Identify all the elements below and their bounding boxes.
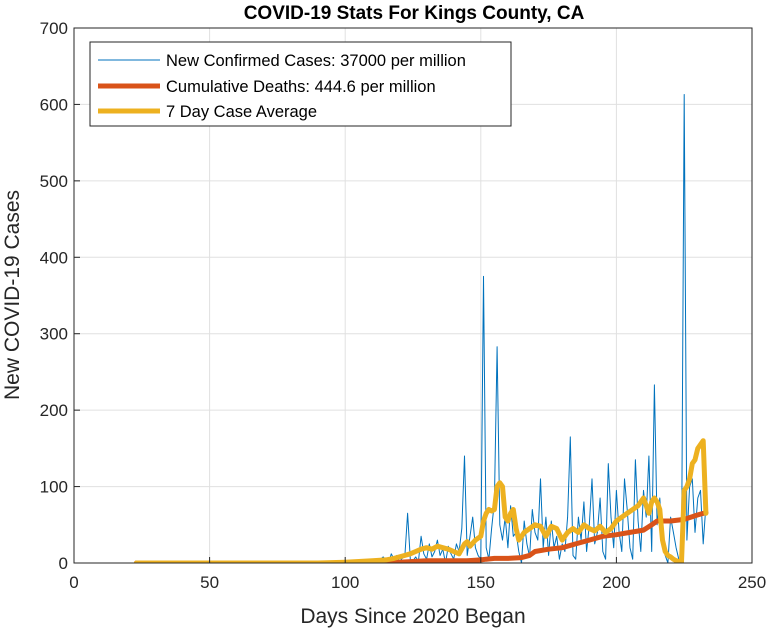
y-axis-label: New COVID-19 Cases — [1, 190, 24, 400]
y-tick-label: 100 — [40, 478, 68, 497]
y-tick-label: 700 — [40, 19, 68, 38]
x-tick-label: 200 — [602, 573, 630, 592]
x-tick-label: 100 — [331, 573, 359, 592]
x-tick-label: 150 — [467, 573, 495, 592]
x-axis-ticks: 0 50 100 150 200 250 — [69, 557, 766, 592]
y-axis-ticks: 0 100 200 300 400 500 600 700 — [40, 19, 80, 573]
legend-box — [89, 41, 512, 127]
series-7-day-average — [133, 438, 709, 563]
y-tick-label: 0 — [59, 554, 68, 573]
y-tick-label: 400 — [40, 248, 68, 267]
plot-area — [133, 94, 709, 563]
legend-label-7-day-average: 7 Day Case Average — [166, 103, 317, 121]
y-tick-label: 500 — [40, 172, 68, 191]
y-tick-label: 600 — [40, 95, 68, 114]
x-axis-label: Days Since 2020 Began — [300, 605, 525, 628]
y-tick-label: 300 — [40, 325, 68, 344]
x-tick-label: 250 — [738, 573, 766, 592]
series-cumulative-deaths — [133, 510, 709, 563]
x-tick-label: 0 — [69, 573, 78, 592]
legend-label-new-cases: New Confirmed Cases: 37000 per million — [166, 52, 466, 70]
legend: New Confirmed Cases: 37000 per million C… — [89, 41, 512, 127]
x-tick-label: 50 — [200, 573, 219, 592]
plot-frame — [73, 27, 753, 564]
y-tick-label: 200 — [40, 401, 68, 420]
chart-title: COVID-19 Stats For Kings County, CA — [244, 3, 585, 24]
series-new-confirmed-cases — [135, 94, 707, 563]
legend-label-cumulative-deaths: Cumulative Deaths: 444.6 per million — [166, 78, 436, 96]
